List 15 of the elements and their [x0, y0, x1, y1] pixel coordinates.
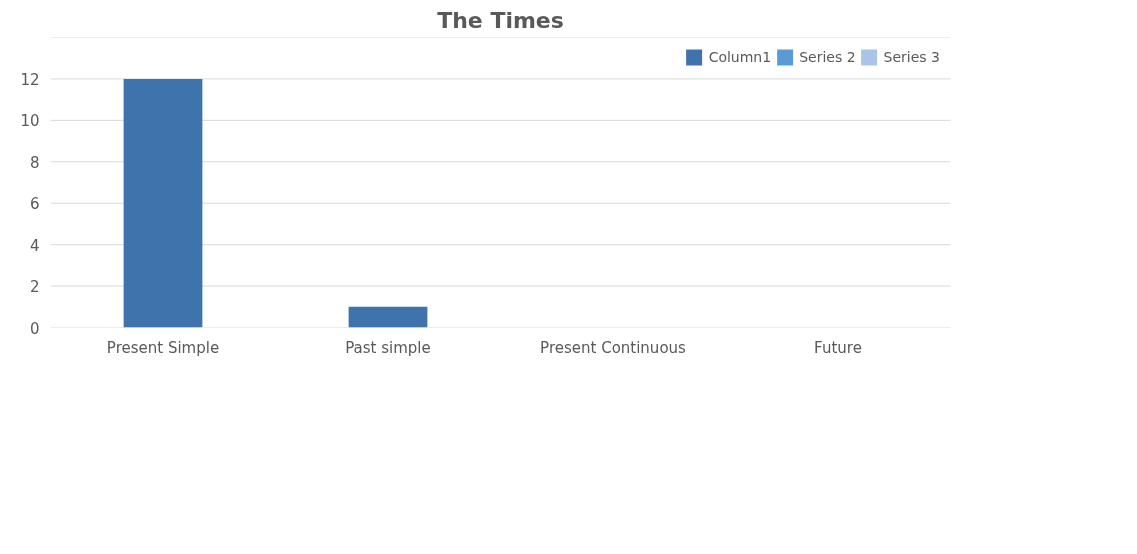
x-tick-label: Present Simple — [106, 338, 220, 357]
y-tick-label: 8 — [29, 153, 40, 172]
y-tick-label: 4 — [29, 236, 40, 255]
y-tick-label: 0 — [29, 319, 40, 338]
legend-label: Series 2 — [799, 49, 856, 65]
legend-label: Series 3 — [883, 49, 940, 65]
y-tick-label: 6 — [29, 195, 40, 214]
x-tick-label: Present Continuous — [540, 338, 687, 357]
x-tick-label: Past simple — [345, 338, 431, 357]
y-tick-label: 12 — [20, 70, 40, 89]
y-tick-label: 2 — [29, 278, 40, 297]
chart-title: The Times — [437, 7, 564, 33]
legend-label: Column1 — [708, 49, 772, 65]
y-tick-label: 10 — [20, 112, 40, 131]
x-tick-label: Future — [814, 338, 862, 357]
